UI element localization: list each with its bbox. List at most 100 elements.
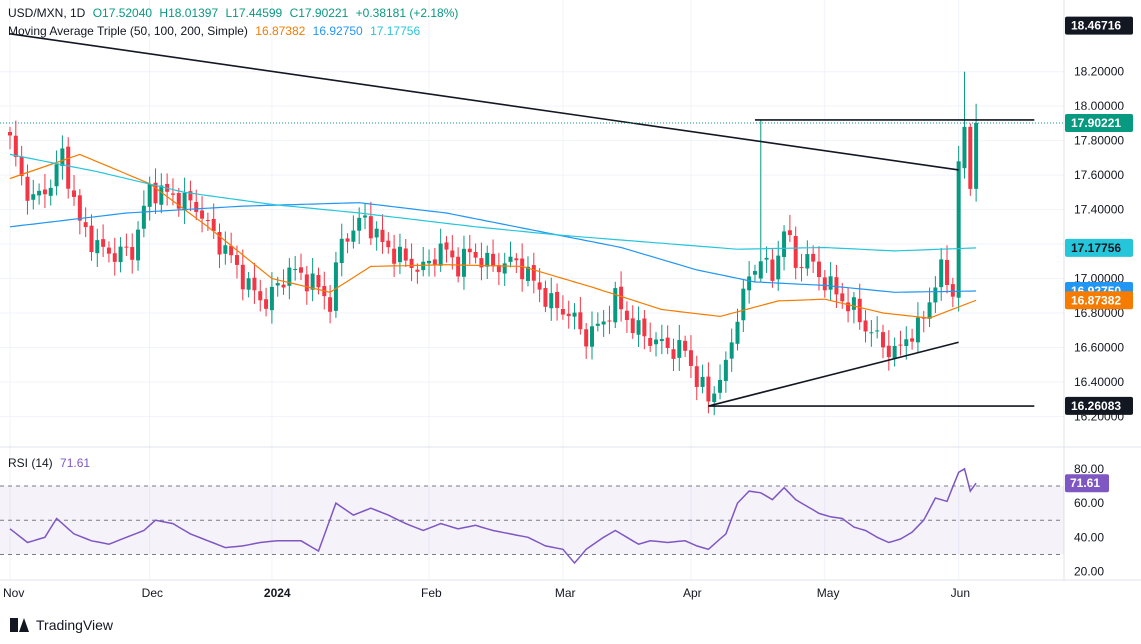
candle-body (875, 330, 880, 332)
candle-body (403, 248, 408, 261)
candle-body (840, 293, 845, 302)
candle-body (106, 247, 111, 254)
candle-body (933, 287, 938, 303)
candle-body (13, 135, 18, 157)
candle-body (956, 161, 961, 298)
candle-body (42, 189, 47, 195)
candle-body (147, 184, 152, 207)
candle-body (677, 340, 682, 358)
candle-body (374, 228, 379, 238)
candle-body (752, 271, 757, 275)
candle-body (264, 299, 269, 309)
candle-body (310, 273, 315, 290)
candle-body (176, 193, 181, 209)
legend-symbol[interactable]: USD/MXN, 1D (8, 6, 86, 20)
candle-body (793, 236, 798, 268)
candle-body (275, 283, 280, 286)
legend-high: H18.01397 (159, 6, 219, 20)
candle-body (683, 340, 688, 351)
price-tick-label: 18.20000 (1074, 65, 1124, 79)
time-tick-label: Apr (683, 586, 702, 600)
candle-body (159, 185, 164, 205)
time-tick-label: May (817, 586, 840, 600)
candle-body (648, 337, 653, 346)
candle-body (566, 313, 571, 317)
candle-body (787, 230, 792, 236)
candle-body (694, 366, 699, 387)
candle-body (66, 146, 71, 189)
candle-body (735, 321, 740, 344)
candle-body (339, 238, 344, 264)
candle-body (747, 276, 752, 291)
candle-body (456, 256, 461, 277)
candle-body (141, 205, 146, 229)
candle-body (54, 164, 59, 187)
candle-body (939, 259, 944, 288)
candle-body (770, 259, 775, 281)
candle-body (397, 246, 402, 263)
candle-body (718, 379, 723, 393)
candle-body (706, 376, 711, 402)
legend-ma-label[interactable]: Moving Average Triple (50, 100, 200, Sim… (8, 24, 248, 38)
legend-rsi-label[interactable]: RSI (14) (8, 456, 53, 470)
candle-body (822, 277, 827, 291)
legend-ma: Moving Average Triple (50, 100, 200, Sim… (8, 24, 424, 38)
candle-body (345, 238, 350, 242)
candle-body (782, 231, 787, 257)
candle-body (392, 248, 397, 264)
candle-body (95, 240, 100, 254)
price-tick-label: 16.60000 (1074, 340, 1124, 354)
candle-body (886, 345, 891, 358)
candle-body (287, 267, 292, 286)
candle-body (363, 215, 368, 218)
candle-body (491, 253, 496, 267)
candle-body (153, 182, 158, 204)
candle-body (630, 318, 635, 334)
price-label-text-3: 17.17756 (1071, 241, 1121, 255)
candle-body (508, 256, 513, 262)
candle-body (217, 231, 222, 255)
candle-body (962, 126, 967, 169)
candle-body (293, 269, 298, 271)
candle-body (642, 318, 647, 337)
candle-body (659, 339, 664, 342)
candle-body (415, 269, 420, 272)
candle-body (8, 132, 12, 136)
candle-body (25, 176, 30, 201)
candle-body (461, 248, 466, 277)
legend-ohlc: USD/MXN, 1D O17.52040 H18.01397 L17.4459… (8, 6, 462, 20)
candle-body (205, 219, 210, 221)
legend-rsi-value: 71.61 (60, 456, 91, 470)
time-tick-label: Mar (555, 586, 576, 600)
price-tick-label: 16.40000 (1074, 375, 1124, 389)
candle-body (619, 286, 624, 310)
descending-trendline (9, 32, 959, 171)
candle-body (974, 123, 979, 189)
legend-open: O17.52040 (92, 6, 153, 20)
price-label-box-6 (1065, 396, 1133, 415)
rsi-tick-label: 20.00 (1074, 565, 1104, 579)
rsi-value-box (1065, 474, 1109, 493)
candle-body (549, 293, 554, 309)
candle-body (357, 217, 362, 231)
candle-body (444, 242, 449, 250)
candle-body (130, 247, 135, 260)
tradingview-brand[interactable]: TradingView (10, 617, 113, 633)
candle-body (805, 254, 810, 269)
candle-body (37, 190, 42, 196)
legend-close: C17.90221 (289, 6, 349, 20)
price-tick-label: 17.60000 (1074, 168, 1124, 182)
candle-body (892, 345, 897, 359)
candle-body (688, 350, 693, 366)
candle-body (945, 260, 950, 286)
candle-body (665, 337, 670, 349)
candle-body (514, 258, 519, 261)
candle-body (421, 261, 426, 271)
legend-ma100: 16.92750 (312, 24, 363, 38)
candle-body (776, 255, 781, 280)
candle-body (851, 297, 856, 310)
candle-body (624, 310, 629, 320)
candle-body (450, 250, 455, 258)
candle-body (636, 320, 641, 335)
